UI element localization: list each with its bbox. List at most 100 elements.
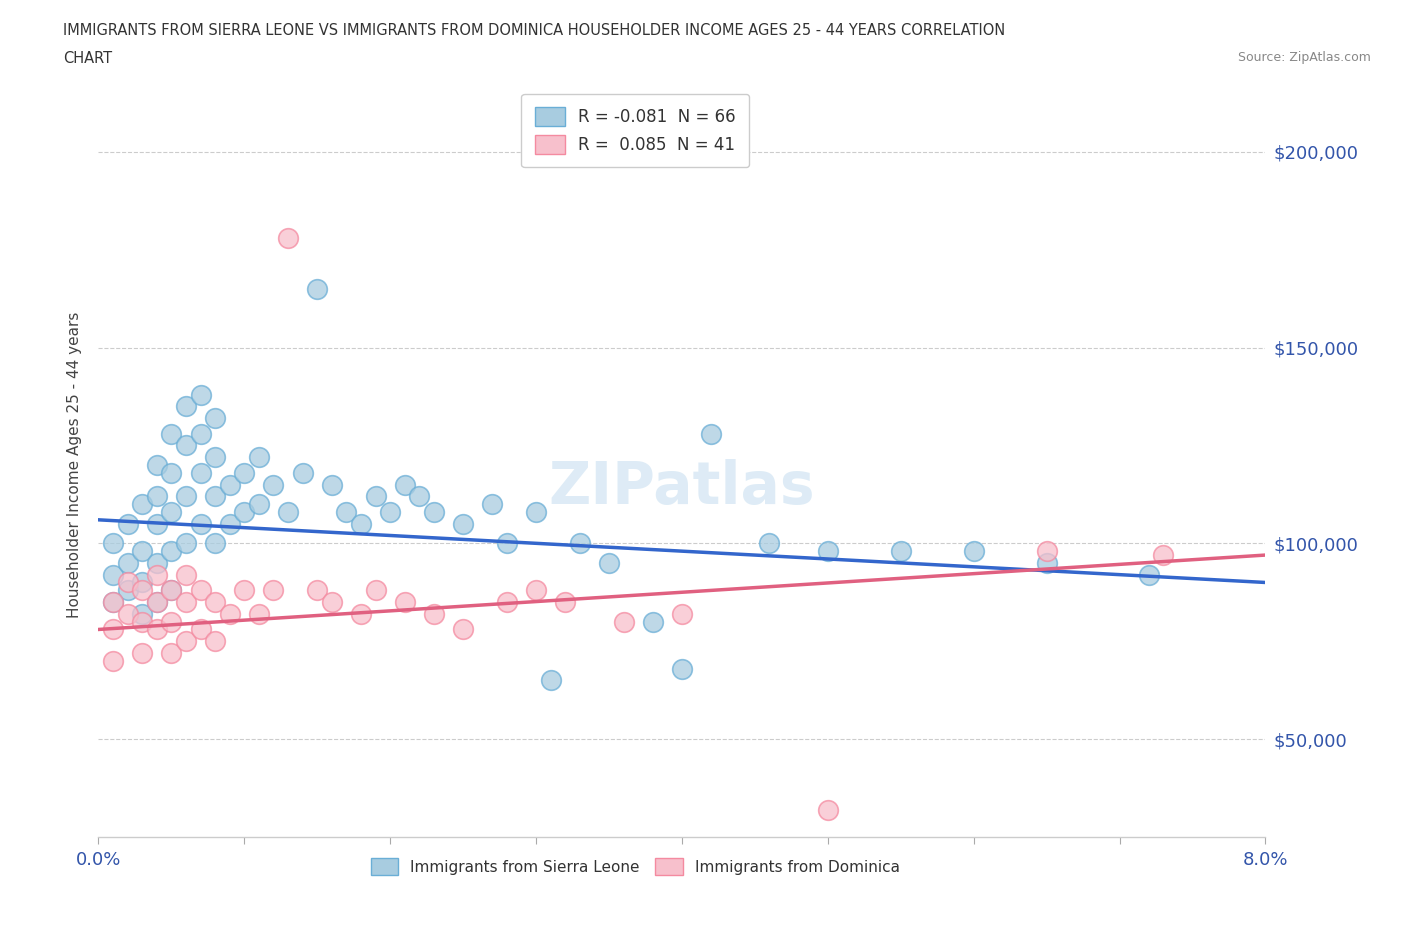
Point <box>146 555 169 570</box>
Point <box>380 505 402 520</box>
Point <box>817 803 839 817</box>
Point <box>817 544 839 559</box>
Point <box>962 544 984 559</box>
Point <box>174 594 197 609</box>
Point <box>262 583 284 598</box>
Point <box>117 606 139 621</box>
Point <box>451 516 474 531</box>
Point <box>247 450 270 465</box>
Point <box>131 614 153 629</box>
Point <box>641 614 664 629</box>
Point <box>218 606 240 621</box>
Point <box>671 606 693 621</box>
Point <box>321 477 343 492</box>
Point <box>101 536 124 551</box>
Point <box>160 426 183 441</box>
Point <box>364 583 387 598</box>
Point <box>700 426 723 441</box>
Point <box>350 516 373 531</box>
Point <box>146 567 169 582</box>
Point <box>160 465 183 480</box>
Point <box>568 536 591 551</box>
Point <box>394 477 416 492</box>
Point <box>131 606 153 621</box>
Point <box>1152 548 1174 563</box>
Point <box>204 633 226 648</box>
Point <box>321 594 343 609</box>
Point <box>423 505 446 520</box>
Point <box>496 536 519 551</box>
Point <box>335 505 357 520</box>
Point <box>233 505 256 520</box>
Point <box>160 614 183 629</box>
Point <box>524 505 547 520</box>
Point <box>496 594 519 609</box>
Point <box>146 489 169 504</box>
Point <box>671 661 693 676</box>
Point <box>101 567 124 582</box>
Point <box>190 426 212 441</box>
Point <box>307 282 329 297</box>
Text: IMMIGRANTS FROM SIERRA LEONE VS IMMIGRANTS FROM DOMINICA HOUSEHOLDER INCOME AGES: IMMIGRANTS FROM SIERRA LEONE VS IMMIGRAN… <box>63 23 1005 38</box>
Y-axis label: Householder Income Ages 25 - 44 years: Householder Income Ages 25 - 44 years <box>67 312 83 618</box>
Point <box>350 606 373 621</box>
Point <box>540 673 562 688</box>
Point <box>291 465 314 480</box>
Point <box>101 594 124 609</box>
Point <box>174 567 197 582</box>
Point <box>1035 555 1057 570</box>
Point <box>101 654 124 669</box>
Point <box>247 606 270 621</box>
Point <box>277 231 299 246</box>
Point <box>131 544 153 559</box>
Point <box>131 645 153 660</box>
Point <box>131 497 153 512</box>
Point <box>524 583 547 598</box>
Point <box>117 575 139 590</box>
Point <box>277 505 299 520</box>
Point <box>451 622 474 637</box>
Point <box>204 410 226 425</box>
Point <box>117 516 139 531</box>
Point <box>190 622 212 637</box>
Point <box>364 489 387 504</box>
Point <box>160 583 183 598</box>
Point <box>190 516 212 531</box>
Point <box>233 465 256 480</box>
Point <box>204 450 226 465</box>
Point <box>204 489 226 504</box>
Point <box>204 594 226 609</box>
Point <box>174 399 197 414</box>
Point <box>554 594 576 609</box>
Point <box>146 516 169 531</box>
Point <box>160 505 183 520</box>
Text: Source: ZipAtlas.com: Source: ZipAtlas.com <box>1237 51 1371 64</box>
Text: CHART: CHART <box>63 51 112 66</box>
Point <box>233 583 256 598</box>
Point <box>1137 567 1160 582</box>
Point <box>146 458 169 472</box>
Point <box>146 594 169 609</box>
Point <box>307 583 329 598</box>
Point <box>190 583 212 598</box>
Point <box>101 622 124 637</box>
Point <box>190 387 212 402</box>
Point <box>598 555 620 570</box>
Point <box>612 614 634 629</box>
Point <box>247 497 270 512</box>
Point <box>758 536 780 551</box>
Point <box>146 622 169 637</box>
Point <box>131 583 153 598</box>
Point <box>117 583 139 598</box>
Point <box>131 575 153 590</box>
Point <box>174 633 197 648</box>
Point <box>146 594 169 609</box>
Point <box>204 536 226 551</box>
Point <box>890 544 912 559</box>
Point <box>218 477 240 492</box>
Point <box>423 606 446 621</box>
Point <box>174 438 197 453</box>
Point <box>262 477 284 492</box>
Legend: Immigrants from Sierra Leone, Immigrants from Dominica: Immigrants from Sierra Leone, Immigrants… <box>364 852 905 882</box>
Point <box>160 583 183 598</box>
